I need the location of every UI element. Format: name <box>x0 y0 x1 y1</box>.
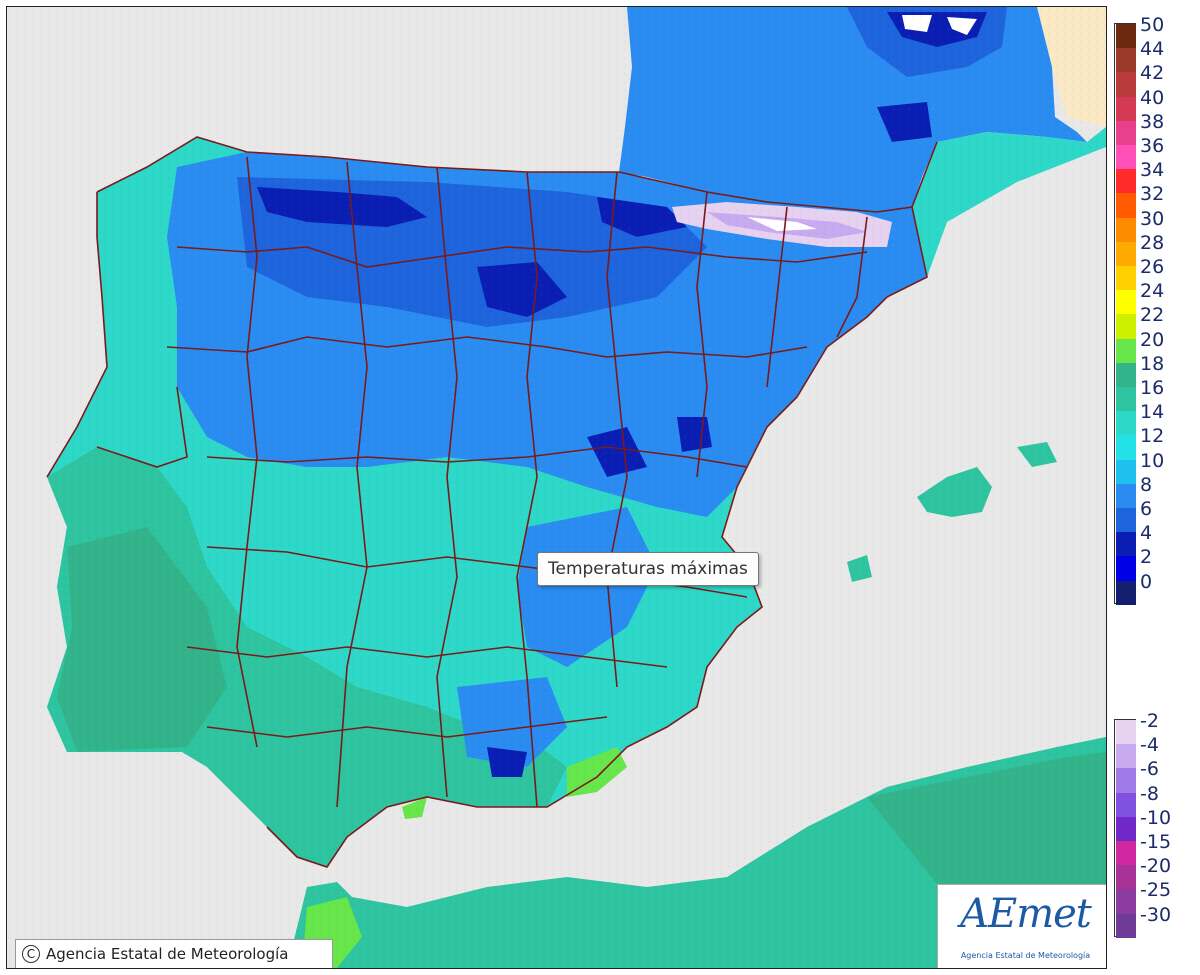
aemet-logo: AEmet Agencia Estatal de Meteorología <box>937 884 1106 968</box>
copyright-text: Agencia Estatal de Meteorología <box>46 945 289 963</box>
legend-swatch <box>1116 768 1136 793</box>
legend-positive-scale <box>1114 23 1136 605</box>
legend-swatch <box>1116 193 1136 218</box>
legend-swatch <box>1116 532 1136 557</box>
legend-label: 32 <box>1140 183 1165 206</box>
legend-swatch <box>1116 889 1136 914</box>
legend-swatch <box>1116 169 1136 194</box>
legend-label: -30 <box>1140 903 1172 926</box>
legend-label: 2 <box>1140 546 1153 569</box>
tooltip-text: Temperaturas máximas <box>548 559 748 579</box>
legend-label: 8 <box>1140 473 1153 496</box>
legend-label: 38 <box>1140 110 1165 133</box>
legend-swatch <box>1116 48 1136 73</box>
legend-swatch <box>1116 744 1136 769</box>
map-tooltip: Temperaturas máximas <box>537 552 759 586</box>
legend-label: 50 <box>1140 14 1165 36</box>
legend-swatch <box>1116 720 1136 745</box>
legend-label: 16 <box>1140 377 1165 399</box>
legend-swatch <box>1116 72 1136 97</box>
legend-swatch <box>1116 865 1136 890</box>
temperature-map: Temperaturas máximas C Agencia Estatal d… <box>6 6 1107 969</box>
legend-swatch <box>1116 266 1136 291</box>
legend-negative-scale <box>1114 719 1136 938</box>
legend-swatch <box>1116 792 1136 817</box>
legend-label: -4 <box>1140 734 1159 757</box>
legend-label: 40 <box>1140 86 1165 109</box>
legend-label: 4 <box>1140 522 1153 545</box>
legend-label: -15 <box>1140 831 1172 853</box>
temperature-legend: 50 44 42 40 38 36 34 32 30 28 26 24 22 20 18 16 14 12 10 8 6… <box>1114 15 1200 968</box>
legend-swatch <box>1116 241 1136 266</box>
legend-label: 0 <box>1140 570 1153 593</box>
legend-label: 28 <box>1140 231 1165 254</box>
legend-label: 18 <box>1140 352 1165 375</box>
legend-label: 42 <box>1140 62 1165 85</box>
legend-label: -8 <box>1140 782 1159 805</box>
logo-text: AEmet <box>960 891 1092 937</box>
legend-swatch <box>1116 362 1136 387</box>
legend-label: 22 <box>1140 304 1165 327</box>
legend-swatch <box>1116 508 1136 533</box>
legend-swatch <box>1116 338 1136 363</box>
legend-swatch <box>1116 96 1136 121</box>
legend-label: -10 <box>1140 806 1172 829</box>
legend-swatch <box>1116 913 1136 938</box>
legend-label: -2 <box>1140 710 1159 732</box>
legend-swatch <box>1116 387 1136 412</box>
legend-swatch <box>1116 411 1136 436</box>
legend-label: 24 <box>1140 280 1165 303</box>
legend-swatch <box>1116 24 1136 49</box>
legend-label: 20 <box>1140 328 1165 351</box>
legend-swatch <box>1116 483 1136 508</box>
legend-swatch <box>1116 217 1136 242</box>
copyright-notice: C Agencia Estatal de Meteorología <box>15 939 333 968</box>
map-canvas <box>7 7 1106 968</box>
legend-label: 34 <box>1140 159 1165 182</box>
legend-label: 6 <box>1140 498 1153 520</box>
legend-label: 10 <box>1140 449 1165 472</box>
legend-swatch <box>1116 841 1136 866</box>
legend-label: -20 <box>1140 855 1172 878</box>
logo-subtitle: Agencia Estatal de Meteorología <box>960 951 1091 960</box>
legend-label: 30 <box>1140 207 1165 230</box>
legend-swatch <box>1116 145 1136 170</box>
legend-swatch <box>1116 459 1136 484</box>
legend-label: -25 <box>1140 879 1172 902</box>
legend-label: 44 <box>1140 38 1165 61</box>
legend-swatch <box>1116 290 1136 315</box>
legend-swatch <box>1116 314 1136 339</box>
legend-label: 26 <box>1140 256 1165 278</box>
legend-swatch <box>1116 556 1136 581</box>
legend-swatch <box>1116 816 1136 841</box>
legend-swatch <box>1116 580 1136 605</box>
legend-label: 12 <box>1140 425 1165 448</box>
legend-label: 14 <box>1140 401 1165 424</box>
legend-swatch <box>1116 435 1136 460</box>
legend-label: -6 <box>1140 758 1159 781</box>
province-boundaries <box>46 136 938 868</box>
legend-swatch <box>1116 120 1136 145</box>
legend-label: 36 <box>1140 135 1165 157</box>
copyright-icon: C <box>22 945 40 963</box>
